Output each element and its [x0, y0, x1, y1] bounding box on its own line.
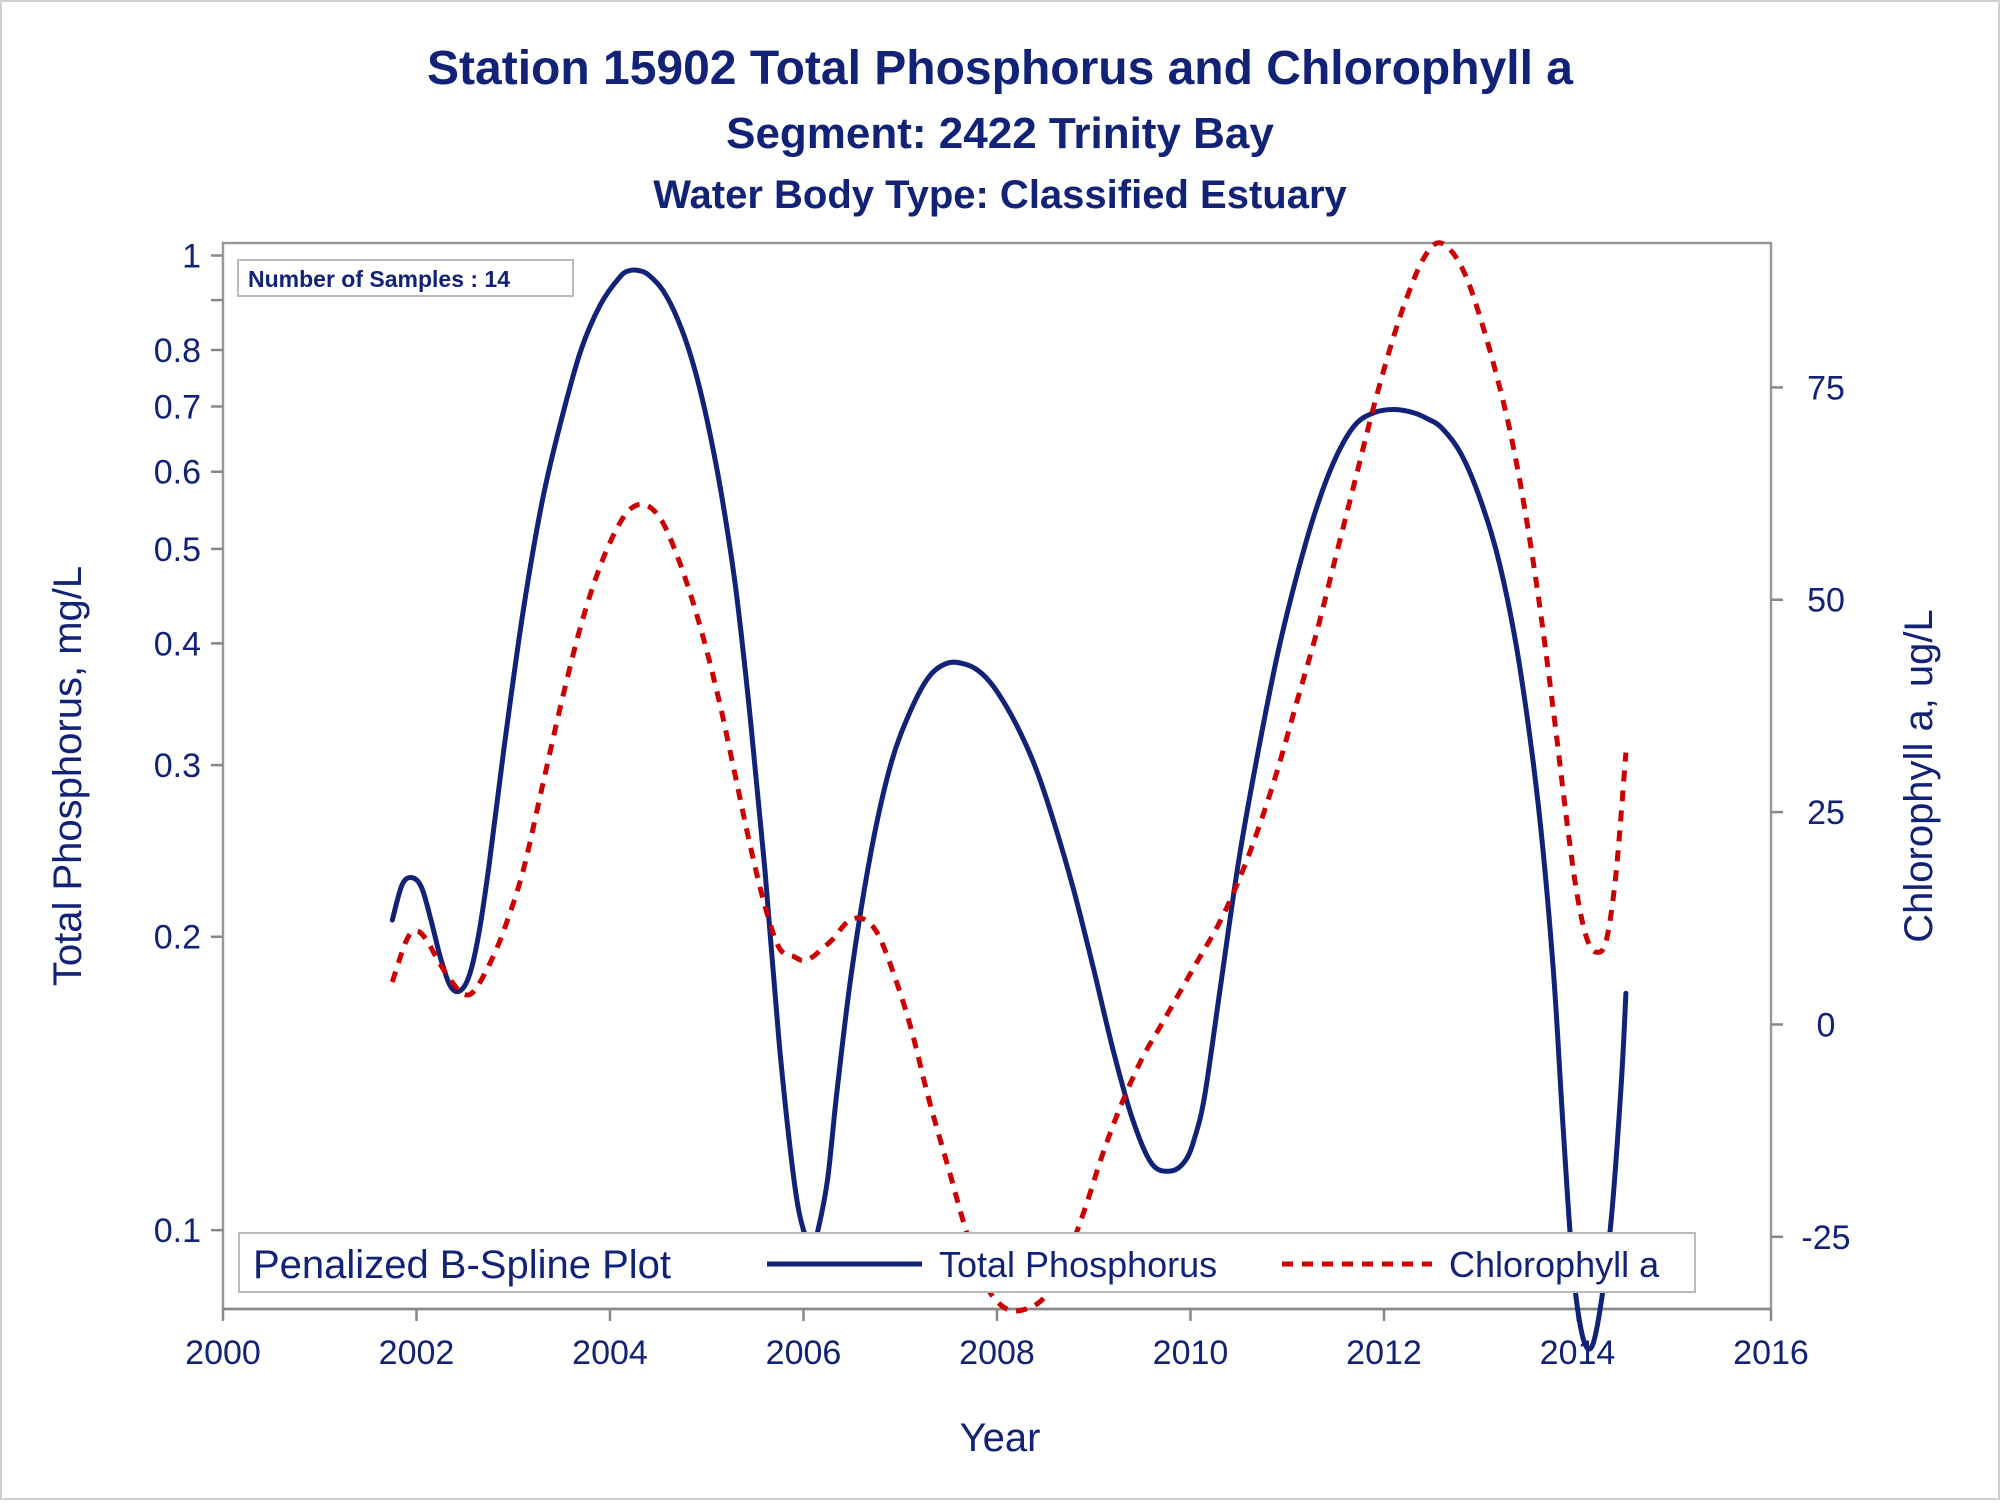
y-left-tick-label: 0.3: [154, 747, 201, 785]
x-tick-label: 2016: [1733, 1334, 1809, 1372]
legend-title: Penalized B-Spline Plot: [253, 1243, 671, 1287]
chart-subtitle-segment: Segment: 2422 Trinity Bay: [726, 109, 1274, 158]
series-layer: [389, 240, 1629, 1352]
inset-box: [237, 259, 574, 297]
y-left-tick-label: 0.7: [154, 388, 201, 426]
x-tick-label: 2000: [185, 1334, 261, 1372]
y-left-tick-label: 0.8: [154, 332, 201, 370]
y-left-tick-label: 0.4: [154, 625, 201, 663]
inset-sample-count: Number of Samples : 14: [248, 266, 510, 292]
y-left-tick-label: 1: [182, 238, 201, 276]
series-line-chlorophyll-a: [389, 240, 1629, 1314]
plot-area-frame: [221, 241, 1773, 1311]
x-axis-title: Year: [960, 1416, 1041, 1460]
x-tick-label: 2010: [1153, 1334, 1229, 1372]
axes-group: 2000 2002 2004 2006 2008 2010 2012 2014 2016 0.1 0…: [154, 238, 1851, 1372]
chart-title: Station 15902 Total Phosphorus and Chlor…: [427, 42, 1573, 95]
y-right-tick-label: -25: [1801, 1219, 1850, 1257]
legend: Penalized B-Spline Plot Total Phosphorus…: [238, 1232, 1696, 1293]
legend-label-total-phosphorus: Total Phosphorus: [939, 1244, 1217, 1285]
x-tick-label: 2012: [1346, 1334, 1422, 1372]
y-left-tick-label: 0.5: [154, 531, 201, 569]
y-right-tick-label: 25: [1807, 794, 1845, 832]
x-tick-label: 2002: [379, 1334, 455, 1372]
chart-subtitle-waterbody: Water Body Type: Classified Estuary: [653, 173, 1347, 217]
legend-label-chlorophyll-a: Chlorophyll a: [1449, 1244, 1660, 1285]
y-axis-left-title: Total Phosphorus, mg/L: [46, 566, 90, 986]
x-tick-label: 2006: [766, 1334, 842, 1372]
x-tick-label: 2004: [572, 1334, 648, 1372]
legend-box: [238, 1232, 1696, 1293]
x-tick-label: 2008: [959, 1334, 1035, 1372]
y-right-tick-label: 75: [1807, 369, 1845, 407]
series-line-total-phosphorus: [389, 267, 1629, 1352]
y-right-tick-label: 0: [1817, 1006, 1836, 1044]
y-right-tick-label: 50: [1807, 582, 1845, 620]
y-left-tick-label: 0.2: [154, 919, 201, 957]
y-axis-right-title: Chlorophyll a, ug/L: [1897, 609, 1941, 943]
y-left-tick-label: 0.6: [154, 454, 201, 492]
x-tick-label: 2014: [1540, 1334, 1616, 1372]
y-left-tick-label: 0.1: [154, 1212, 201, 1250]
